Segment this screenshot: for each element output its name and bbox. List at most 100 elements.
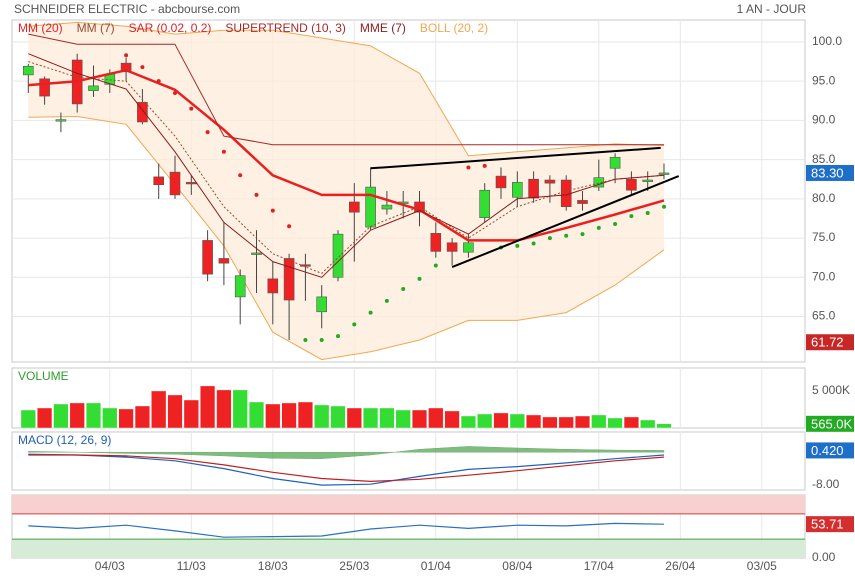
panel-title: MACD (12, 26, 9)	[18, 433, 111, 447]
chart-title: SCHNEIDER ELECTRIC - abcbourse.com	[14, 2, 240, 16]
volume-bar	[346, 407, 362, 429]
candle-body	[430, 233, 442, 252]
legend-entry: SUPERTREND (10, 3)	[225, 21, 345, 35]
price-marker-label: 83.30	[811, 165, 844, 180]
volume-bar	[379, 407, 395, 429]
candle-body	[120, 62, 132, 73]
volume-bar	[134, 405, 150, 429]
volume-bar	[232, 389, 248, 429]
candle-body	[349, 201, 360, 213]
macd-line	[28, 454, 665, 483]
candle-body	[512, 182, 523, 198]
trendline	[451, 175, 680, 269]
volume-bar	[526, 414, 542, 429]
volume-bar	[444, 410, 460, 429]
sar-dot	[319, 338, 324, 343]
candle-body	[626, 178, 637, 191]
sar-dot	[417, 276, 422, 281]
volume-bar	[118, 408, 134, 429]
volume-bar	[428, 407, 444, 429]
overbought-zone	[12, 495, 805, 514]
x-tick-label: 17/04	[584, 559, 614, 573]
trendline	[370, 146, 661, 170]
volume-bar	[281, 402, 297, 429]
x-tick-label: 18/03	[258, 559, 288, 573]
panel	[11, 431, 806, 491]
volume-bar	[477, 413, 493, 429]
y-tick-label: -8.00	[812, 477, 840, 491]
sar-dot	[238, 173, 243, 178]
sar-dot	[173, 90, 178, 95]
y-tick-label: 5 000K	[812, 383, 850, 397]
volume-bar	[509, 413, 525, 429]
volume-bar	[69, 402, 85, 429]
legend-entry: MME (7)	[360, 21, 406, 35]
price-marker	[806, 516, 854, 533]
sar-dot	[645, 210, 650, 215]
candle-body	[642, 179, 654, 182]
candle-body	[283, 258, 295, 301]
volume-bar	[216, 389, 232, 429]
y-tick-label: 65.0	[812, 309, 836, 323]
price-marker	[806, 442, 854, 459]
volume-bar	[460, 415, 476, 429]
volume-bar	[314, 404, 330, 429]
sar-dot	[287, 224, 292, 229]
x-tick-label: 25/03	[339, 559, 369, 573]
sar-dot	[580, 232, 585, 237]
period: 1 AN - JOUR	[737, 2, 807, 16]
legend-entry: BOLL (20, 2)	[420, 21, 488, 35]
candle-body	[251, 252, 262, 255]
price-marker-label: 565.0K	[811, 416, 853, 431]
legend-entry: MM (20)	[18, 21, 63, 35]
x-tick-label: 26/04	[665, 559, 695, 573]
volume-bar	[656, 423, 672, 429]
sar-dot	[629, 214, 634, 219]
rsi-line	[28, 522, 665, 538]
indicator-line	[28, 33, 664, 146]
sar-dot	[254, 192, 259, 197]
candle-body	[577, 200, 588, 204]
candle-body	[300, 264, 311, 267]
volume-bar	[151, 390, 167, 429]
candle-body	[544, 179, 556, 184]
volume-bar	[558, 416, 574, 429]
indicator-line	[28, 53, 665, 278]
candle-body	[23, 65, 34, 76]
candle-body	[381, 204, 393, 210]
sar-dot	[596, 225, 601, 230]
x-tick-label: 04/03	[95, 559, 125, 573]
volume-bar	[395, 409, 411, 429]
sar-dot	[205, 130, 210, 135]
candle-body	[463, 242, 474, 253]
candle-body	[332, 233, 344, 278]
sar-dot	[547, 236, 552, 241]
x-tick-label: 03/05	[747, 559, 777, 573]
sar-dot	[401, 287, 406, 292]
candle-body	[55, 119, 67, 122]
price-marker-label: 53.71	[811, 517, 844, 532]
price-marker-label: 61.72	[811, 335, 844, 350]
candle-body	[186, 182, 197, 185]
candle-body	[446, 242, 458, 252]
sar-dot	[189, 106, 194, 111]
x-tick-label: 11/03	[177, 559, 206, 573]
volume-bar	[493, 412, 509, 429]
candle-body	[609, 156, 621, 169]
candle-body	[137, 102, 148, 123]
sar-dot	[531, 241, 536, 246]
candle-body	[365, 186, 376, 228]
oversold-zone	[12, 539, 805, 558]
candle-body	[234, 275, 246, 298]
volume-bar	[330, 405, 346, 429]
bollinger-upper	[28, 21, 665, 157]
price-marker	[806, 334, 854, 351]
macd-histogram	[28, 446, 665, 459]
candle-body	[528, 178, 539, 199]
sar-dot	[221, 149, 226, 154]
volume-bar	[265, 403, 281, 429]
volume-bar	[167, 394, 183, 429]
price-marker	[806, 164, 854, 181]
volume-bar	[85, 402, 102, 429]
